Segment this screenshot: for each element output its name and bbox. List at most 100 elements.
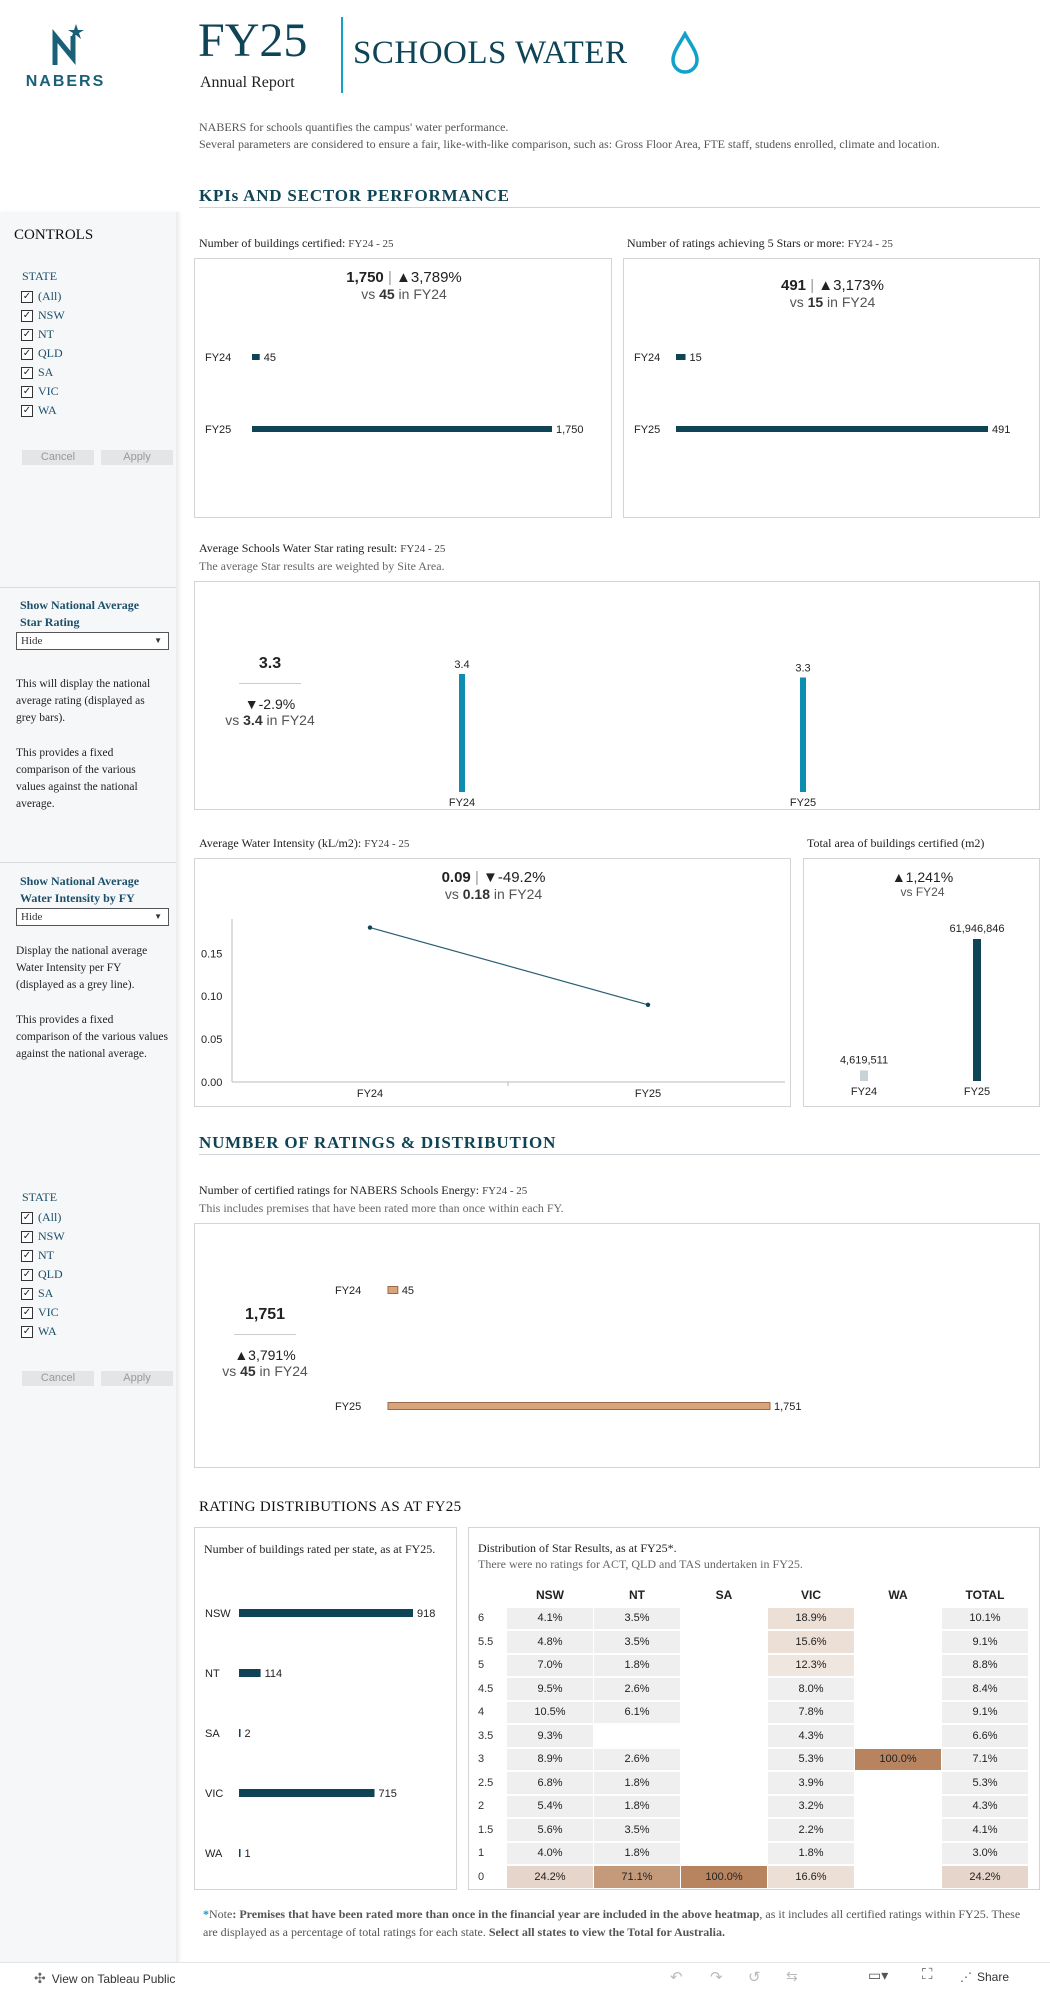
checkbox-icon[interactable]: ✓ [21,1268,33,1281]
redo-icon[interactable]: ↷ [710,1969,723,1986]
checkbox-icon[interactable]: ✓ [21,347,33,360]
state-option[interactable]: ✓ VIC [21,1305,59,1319]
checkbox-icon[interactable]: ✓ [21,404,33,417]
heatmap-cell: 3.9% [768,1772,854,1794]
heatmap-cell [681,1702,767,1724]
state-option[interactable]: ✓ (All) [21,289,62,303]
state-option[interactable]: ✓ NSW [21,308,65,322]
heatmap-cell [681,1772,767,1794]
state-option[interactable]: ✓ NSW [21,1229,65,1243]
chevron-down-icon: ▼ [154,636,162,645]
heatmap-cell: 24.2% [942,1866,1028,1888]
checkbox-icon[interactable]: ✓ [21,328,33,341]
nabers-logo-icon [52,24,84,66]
nat-star-desc-2: This provides a fixed comparison of the … [16,747,138,810]
heatmap-body: 6 4.1% 3.5% 18.9% 10.1% 5.5 4.8% 3.5% 15.6% 9.1% 5… [476,1607,1028,1888]
heatmap-cell: 1.8% [594,1772,680,1794]
heatmap-cell: 4.1% [942,1819,1028,1841]
share-button[interactable]: ⋰ Share [960,1970,1010,1984]
star-bar [800,677,806,792]
checkbox-icon[interactable]: ✓ [21,309,33,322]
heatmap-cell: 8.8% [942,1654,1028,1676]
area-bar-category: FY25 [964,1086,990,1098]
state-option[interactable]: ✓ WA [21,1324,57,1338]
area-bar-value: 61,946,846 [949,923,1004,935]
checkbox-icon[interactable]: ✓ [21,385,33,398]
bar-value-label: 45 [264,352,276,364]
bar-category-label: FY24 [634,352,660,364]
bar-value-label: 45 [402,1285,414,1297]
ratings-section-title: NUMBER OF RATINGS & DISTRIBUTION [199,1133,1040,1155]
state-bar-value: 114 [265,1668,283,1680]
state-option[interactable]: ✓ SA [21,1286,54,1300]
checkbox-icon[interactable]: ✓ [21,1287,33,1300]
state-option[interactable]: ✓ QLD [21,346,63,360]
heatmap-cell: 10.5% [507,1701,593,1723]
apply-button[interactable]: Apply [101,1371,173,1386]
checkbox-icon[interactable]: ✓ [21,1306,33,1319]
state-option[interactable]: ✓ WA [21,403,57,417]
checkbox-icon[interactable]: ✓ [21,1325,33,1338]
heatmap-row-label: 3 [478,1753,485,1766]
state-option[interactable]: ✓ NT [21,1248,54,1262]
heatmap-cell: 5.6% [507,1819,593,1841]
cancel-button[interactable]: Cancel [22,1371,94,1386]
device-layout-icon[interactable]: ▭▾ [868,1967,889,1983]
heatmap-note: There were no ratings for ACT, QLD and T… [478,1557,803,1571]
kpi-section-title: KPIs AND SECTOR PERFORMANCE [199,186,1040,208]
heatmap-cell [855,1608,941,1630]
intensity-point [367,925,373,930]
heatmap-cell: 2.2% [768,1819,854,1841]
heatmap-row-label: 4.5 [478,1682,494,1695]
heatmap-column-header: TOTAL [965,1587,1005,1602]
heatmap-cell: 4.8% [507,1631,593,1653]
sidebar-divider [0,862,176,863]
checkbox-icon[interactable]: ✓ [21,366,33,379]
avg-star-note: The average Star results are weighted by… [199,559,445,573]
state-option[interactable]: ✓ VIC [21,384,59,398]
state-option[interactable]: ✓ QLD [21,1267,63,1281]
cancel-button[interactable]: Cancel [22,450,94,465]
five-star-bar-chart: FY24 15 FY25 491 [634,352,1010,436]
heatmap-panel: Distribution of Star Results, as at FY25… [468,1527,1040,1890]
five-star-panel: 491 | ▲3,173% vs 15 in FY24 FY24 15 FY25 49… [623,258,1040,518]
checkbox-icon[interactable]: ✓ [21,1230,33,1243]
y-tick-label: 0.15 [201,948,222,960]
undo-icon[interactable]: ↶ [670,1969,683,1986]
heatmap-row-label: 6 [478,1612,485,1625]
view-on-tableau-link[interactable]: ✣ View on Tableau Public [34,1970,176,1986]
heatmap-column-header: SA [715,1587,733,1602]
water-drop-icon [670,30,700,81]
heatmap-cell: 4.1% [507,1607,593,1629]
revert-icon[interactable]: ↺ [748,1969,761,1986]
bar-category-label: FY24 [335,1285,361,1297]
area-panel: ▲1,241% vs FY24 4,619,511 FY24 61,946,846 F… [803,858,1040,1107]
state-option[interactable]: ✓ NT [21,327,54,341]
heatmap-cell: 2.6% [594,1748,680,1770]
heatmap-cell: 16.6% [768,1866,854,1888]
checkbox-icon[interactable]: ✓ [21,1211,33,1224]
heatmap-cell: 1.8% [594,1654,680,1676]
checkbox-icon[interactable]: ✓ [21,1249,33,1262]
state-bar [239,1789,375,1797]
pause-icon[interactable]: ⇆ [786,1968,798,1984]
heatmap-cell: 5.3% [942,1772,1028,1794]
state-option[interactable]: ✓ SA [21,365,54,379]
heatmap-cell [681,1819,767,1841]
chevron-down-icon: ▼ [154,912,162,921]
avg-star-label: Average Schools Water Star rating result… [199,541,446,555]
heatmap-table: NSW NT SA VIC WA TOTAL 6 4.1% 3.5% 18.9% 10.1% 5.5… [475,1582,1029,1890]
heatmap-cell: 3.5% [594,1819,680,1841]
heatmap-row: 2 5.4% 1.8% 3.2% 4.3% [476,1795,1028,1817]
heatmap-cell: 6.1% [594,1701,680,1723]
state-option[interactable]: ✓ (All) [21,1210,62,1224]
heatmap-cell: 6.6% [942,1725,1028,1747]
state-filter-label: STATE [22,1190,58,1204]
heatmap-row: 5 7.0% 1.8% 12.3% 8.8% [476,1654,1028,1676]
apply-button[interactable]: Apply [101,450,173,465]
fullscreen-icon[interactable]: ⛶ [922,1966,933,1983]
heatmap-row: 3.5 9.3% 4.3% 6.6% [476,1725,1028,1747]
nat-star-select[interactable]: Hide ▼ [16,632,169,650]
nat-int-select[interactable]: Hide ▼ [16,908,169,926]
checkbox-icon[interactable]: ✓ [21,290,33,303]
